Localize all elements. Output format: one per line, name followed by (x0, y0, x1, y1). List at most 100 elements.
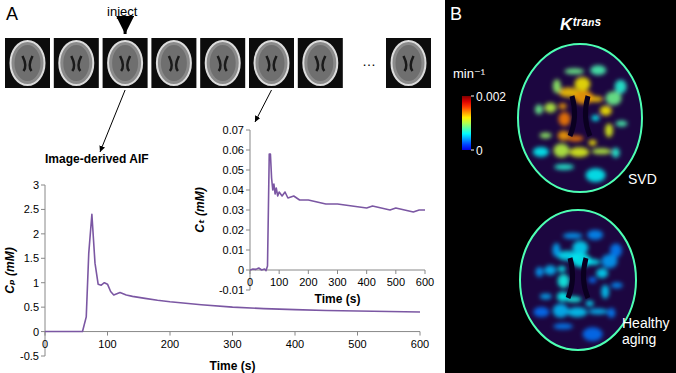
mri-thumbnail (298, 38, 343, 88)
x-tick (425, 270, 426, 274)
skull (255, 41, 289, 85)
skull (11, 41, 45, 85)
uptake-blob (559, 112, 571, 126)
uptake-blob (553, 144, 569, 158)
uptake-blob (553, 323, 573, 329)
x-tick-label: 600 (411, 338, 429, 350)
thumbnail-bg (5, 38, 50, 88)
chart: -0.500.511.522.530100200300400500600Time… (3, 90, 429, 373)
inject-arrow (124, 20, 127, 34)
ventricles (169, 56, 179, 71)
uptake-blob (564, 68, 584, 74)
y-tick-label: 0.03 (223, 204, 244, 216)
brain (259, 45, 285, 81)
uptake-blob (554, 164, 574, 170)
x-tick (279, 270, 280, 274)
uptake-blob (586, 168, 606, 182)
uptake-blob (533, 307, 549, 317)
ventricles (267, 56, 277, 71)
uptake-blob (571, 253, 591, 267)
brain (161, 45, 187, 81)
y-tick-label: 0 (33, 326, 39, 338)
thumbnail-bg (200, 38, 245, 88)
map-label: Healthyaging (622, 315, 669, 347)
y-tick (41, 282, 45, 283)
x-tick-label: 400 (357, 276, 375, 288)
y-tick-label: -0.5 (20, 350, 39, 362)
figure: A…inject-0.500.511.522.53010020030040050… (0, 0, 676, 373)
data-line (45, 214, 420, 331)
x-tick-label: 0 (42, 338, 48, 350)
uptake-blob (559, 103, 567, 109)
y-tick (246, 150, 250, 151)
plot-area (45, 214, 420, 331)
y-tick (246, 290, 250, 291)
uptake-blob (540, 132, 552, 138)
x-tick-label: 300 (328, 276, 346, 288)
ellipsis: … (362, 53, 376, 69)
y-tick-label: 0.04 (223, 184, 244, 196)
x-tick-label: 0 (247, 276, 253, 288)
uptake-blob (611, 282, 623, 288)
colorbar-tick-label: 0 (476, 144, 483, 158)
y-tick (41, 258, 45, 259)
y-tick (41, 233, 45, 234)
y-tick-label: 0.01 (223, 244, 244, 256)
y-tick-label: 0 (238, 264, 244, 276)
y-tick (246, 250, 250, 251)
uptake-blob (616, 121, 628, 127)
skull (206, 41, 240, 85)
x-tick-label: 200 (161, 338, 179, 350)
ventricles (568, 258, 588, 298)
colorbar-label: min⁻¹ (453, 66, 486, 81)
thumbnail-bg (103, 38, 148, 88)
x-axis-label: Time (s) (210, 359, 256, 373)
brain (396, 45, 422, 81)
y-tick-label: 3 (33, 179, 39, 191)
y-tick (246, 230, 250, 231)
brain (15, 45, 41, 81)
x-tick-label: 100 (98, 338, 116, 350)
thumbnail-bg (386, 38, 431, 88)
uptake-blobs (533, 65, 628, 182)
x-tick-label: 200 (299, 276, 317, 288)
y-tick-label: 1.5 (24, 252, 39, 264)
mri-thumbnail (151, 38, 196, 88)
uptake-blob (592, 115, 600, 121)
y-tick-label: 0.5 (24, 301, 39, 313)
y-tick-label: 2.5 (24, 203, 39, 215)
x-tick-label: 600 (416, 276, 434, 288)
x-tick (357, 332, 358, 336)
y-tick-label: 2 (33, 228, 39, 240)
y-axis-label: Cₜ (mM) (193, 187, 207, 232)
source-arrow (100, 90, 125, 152)
mri-thumbnail (200, 38, 245, 88)
uptake-blob (590, 65, 606, 75)
uptake-blob (568, 135, 584, 141)
uptake-blob (567, 307, 587, 317)
brain (210, 45, 236, 81)
uptake-blob (606, 91, 622, 105)
x-tick-label: 500 (387, 276, 405, 288)
uptake-blob (540, 293, 552, 299)
panel-label: A (6, 4, 18, 24)
skull (392, 41, 426, 85)
y-tick-label: 0.07 (223, 124, 244, 136)
y-axis-label: Cₚ (mM) (3, 247, 17, 293)
y-tick-label: 0.06 (223, 144, 244, 156)
uptake-blob (583, 327, 603, 341)
y-tick (41, 185, 45, 186)
colorbar (462, 96, 471, 150)
y-tick (246, 190, 250, 191)
uptake-blobs (533, 230, 622, 341)
colorbar-tick-label: 0.002 (476, 90, 506, 104)
map-label: SVD (628, 171, 657, 187)
x-tick-label: 100 (270, 276, 288, 288)
y-tick (246, 210, 250, 211)
ktrans-map (520, 210, 636, 350)
uptake-blob (607, 308, 615, 318)
x-tick (337, 270, 338, 274)
ventricles (71, 56, 81, 71)
inject-label: inject (107, 4, 138, 19)
y-tick (41, 356, 45, 357)
